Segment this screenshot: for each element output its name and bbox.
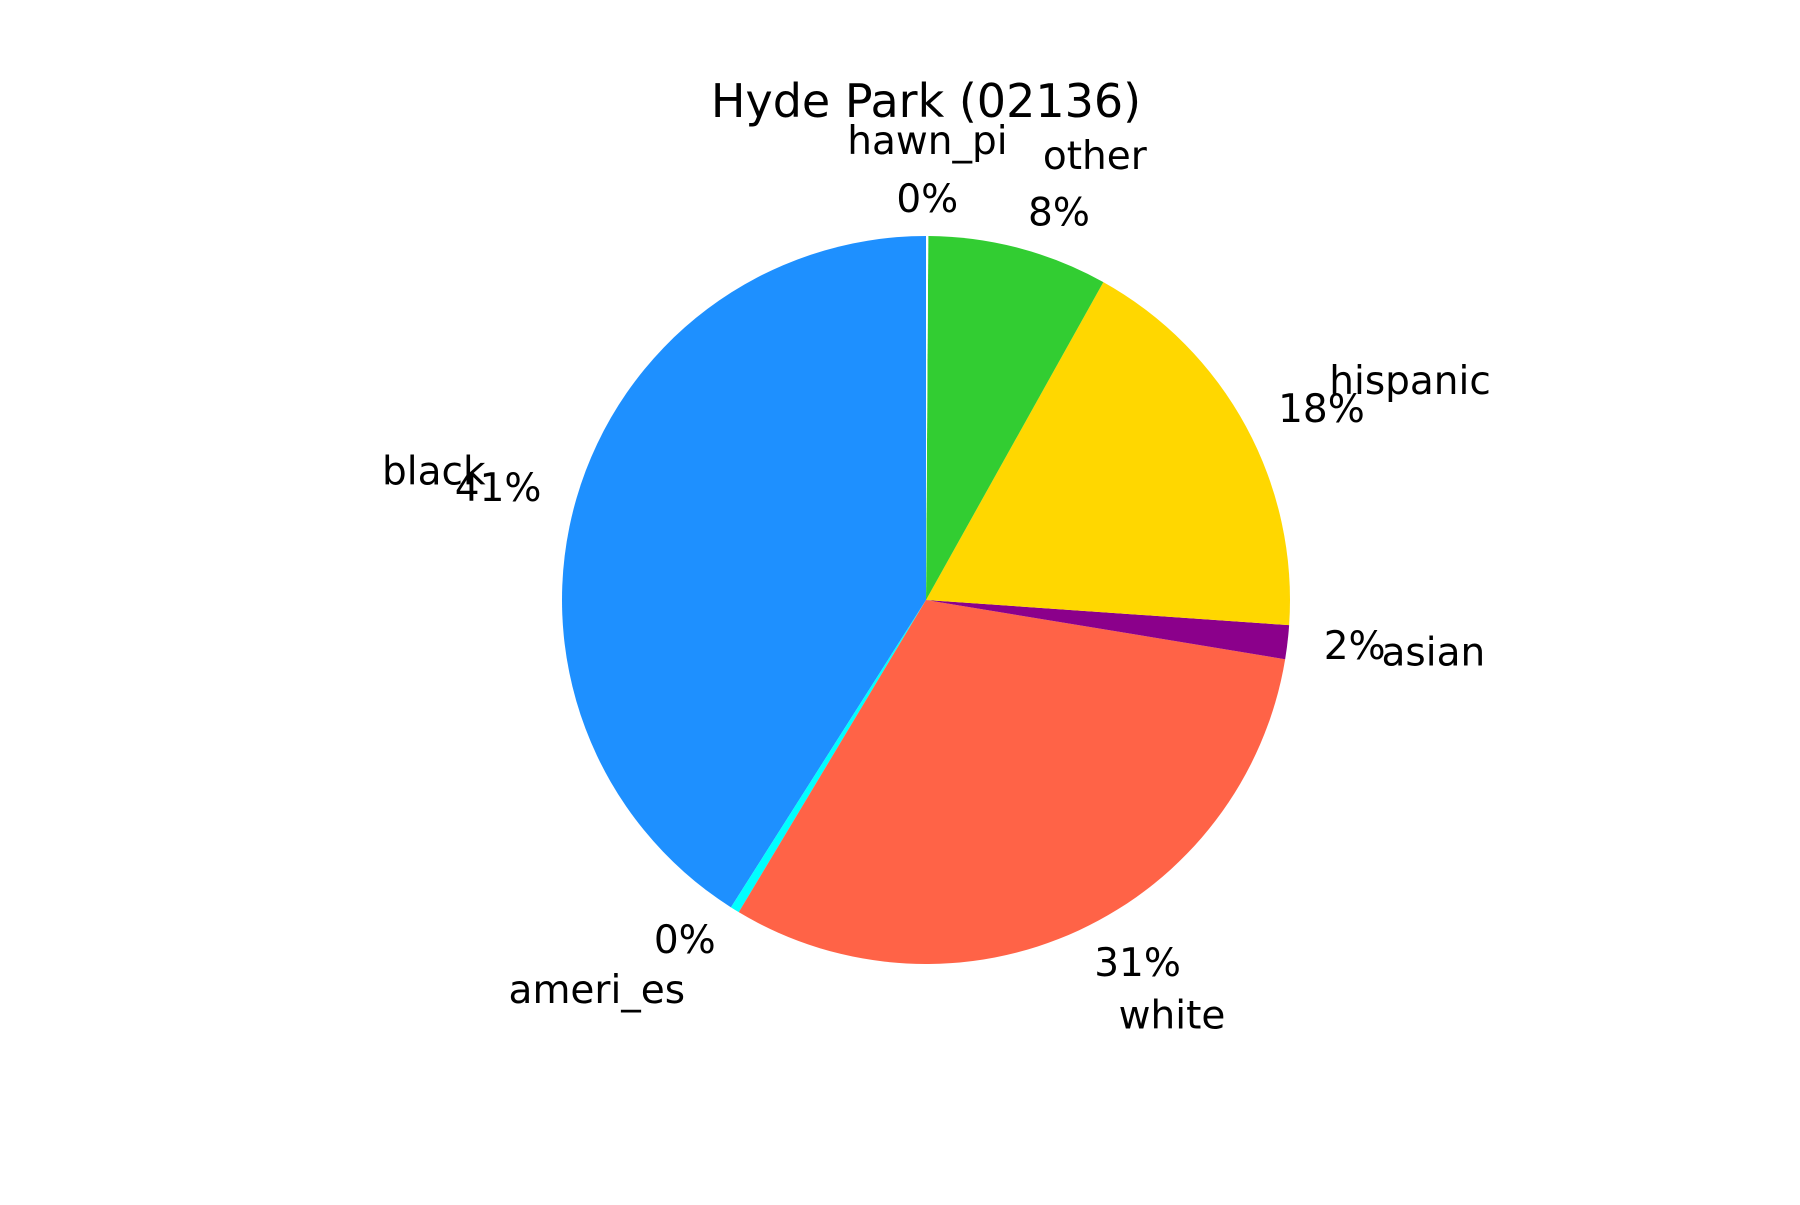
slice-percent-hispanic: 18% — [1278, 387, 1365, 432]
slice-label-hispanic: hispanic — [1329, 359, 1491, 404]
slice-percent-white: 31% — [1094, 941, 1181, 986]
slice-label-hawn-pi: hawn_pi — [847, 119, 1007, 164]
pie-slice-white — [738, 600, 1286, 964]
slice-label-white: white — [1119, 994, 1226, 1039]
slice-percent-hawn-pi: 0% — [896, 177, 958, 222]
slice-percent-ameri-es: 0% — [654, 918, 716, 963]
slice-percent-black: 41% — [455, 466, 542, 511]
pie-labels: 41%black 0% ameri_es 31% white 2%asian 18%hisp… — [382, 119, 1491, 1039]
slice-label-asian: asian — [1382, 631, 1486, 676]
pie-slice-ameri-es — [730, 600, 926, 913]
pie-slice-other — [926, 236, 1104, 600]
pie-slice-hawn-pi — [926, 236, 929, 600]
pie-slices — [562, 236, 1290, 964]
chart-title: Hyde Park (02136) — [711, 74, 1141, 128]
slice-percent-other: 8% — [1028, 190, 1090, 235]
slice-label-ameri-es: ameri_es — [509, 968, 686, 1013]
slice-percent-asian: 2% — [1324, 624, 1386, 669]
pie-slice-black — [562, 236, 926, 908]
pie-slice-hispanic — [926, 282, 1290, 626]
slice-label-other: other — [1043, 134, 1148, 179]
pie-slice-asian — [926, 600, 1290, 660]
slice-label-black: black — [382, 450, 486, 495]
